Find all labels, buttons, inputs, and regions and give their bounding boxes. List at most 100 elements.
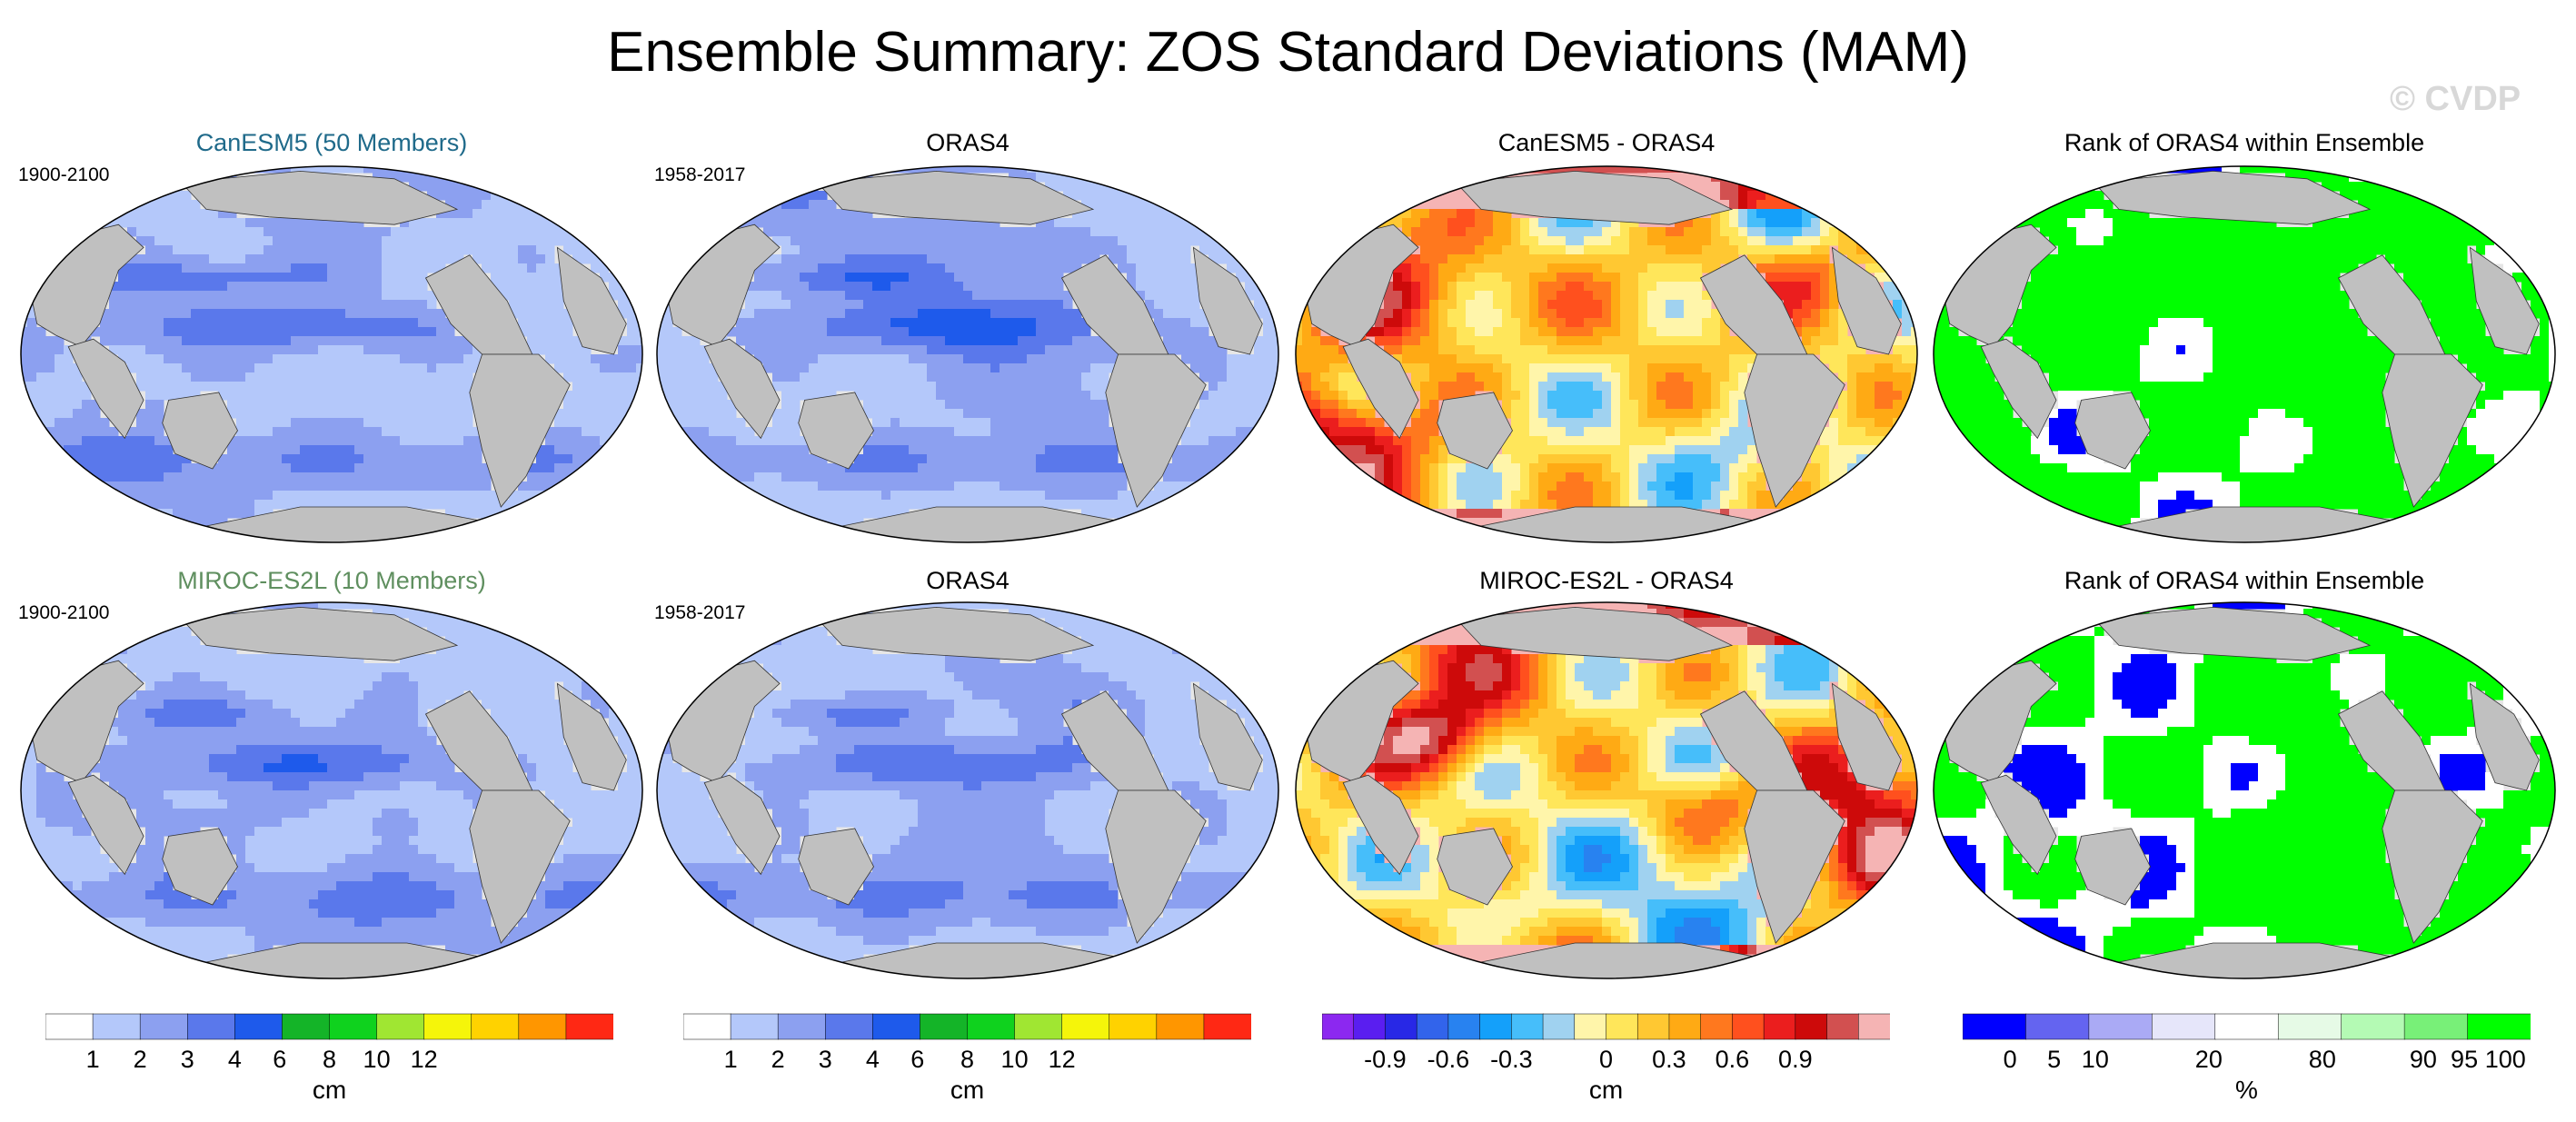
colorbar-swatch (1203, 1013, 1251, 1040)
colorbar-units: cm (1588, 1076, 1624, 1104)
colorbar-swatch (282, 1013, 331, 1040)
colorbar-swatch (1963, 1013, 2027, 1040)
colorbar-swatch (2467, 1013, 2531, 1040)
land-mass (1437, 828, 1513, 906)
colorbar-tick-label: 12 (1048, 1046, 1076, 1073)
land-mass (2382, 789, 2483, 944)
colorbar-units: cm (950, 1076, 985, 1104)
land-mass (1980, 774, 2057, 876)
colorbar-swatch (1574, 1013, 1607, 1040)
colorbar-tick-label: 4 (227, 1046, 242, 1073)
colorbar-units: % (2235, 1076, 2258, 1104)
colorbar-swatch (234, 1013, 283, 1040)
land-mass (67, 338, 144, 440)
colorbar-swatch (1156, 1013, 1205, 1040)
colorbar-swatch (376, 1013, 425, 1040)
land-mass (1342, 338, 1419, 440)
page-title: Ensemble Summary: ZOS Standard Deviation… (607, 21, 1969, 84)
colorbar-swatch (825, 1013, 874, 1040)
colorbar-tick-label: 12 (410, 1046, 438, 1073)
colorbar-tick-label: -0.6 (1427, 1046, 1470, 1073)
land-mass (2382, 353, 2483, 508)
colorbar-swatch (2214, 1013, 2279, 1040)
std-colorbar-2 (683, 1013, 1251, 1040)
land-mass (180, 606, 459, 661)
colorbar-swatch (518, 1013, 567, 1040)
colorbar-tick-label: 8 (960, 1046, 975, 1073)
cvdp-watermark: © CVDP (2390, 80, 2521, 118)
map-outline (20, 165, 643, 543)
panel-title-1-3: Rank of ORAS4 within Ensemble (2064, 567, 2425, 594)
land-mass (703, 774, 781, 876)
map-panel-1-1 (656, 601, 1279, 979)
map-panel-1-3 (1933, 601, 2556, 979)
colorbar-swatch (45, 1013, 94, 1040)
map-outline (20, 601, 643, 979)
colorbar-tick-label: 4 (865, 1046, 880, 1073)
land-mass (2093, 606, 2372, 661)
colorbar-swatch (2152, 1013, 2216, 1040)
colorbar-swatch (1061, 1013, 1110, 1040)
colorbar-swatch (471, 1013, 520, 1040)
panel-period-0-1: 1958-2017 (654, 164, 746, 185)
colorbar-swatch (2025, 1013, 2090, 1040)
land-mass (2469, 246, 2540, 355)
land-mass (1105, 789, 1207, 944)
panel-period-1-1: 1958-2017 (654, 602, 746, 623)
rank-colorbar (1963, 1013, 2531, 1040)
ocean-field (1296, 166, 1917, 542)
colorbar-swatch (1542, 1013, 1576, 1040)
land-mass (1831, 682, 1902, 791)
colorbar-swatch (920, 1013, 969, 1040)
colorbar-tick-label: 10 (363, 1046, 391, 1073)
land-mass (2074, 828, 2151, 906)
map-panel-0-1 (656, 165, 1279, 543)
colorbar-swatch (2403, 1013, 2469, 1040)
land-mass (1437, 392, 1513, 470)
colorbar-tick-label: 0 (1598, 1046, 1614, 1073)
colorbar-swatch (2341, 1013, 2405, 1040)
colorbar-swatch (1353, 1013, 1387, 1040)
std-colorbar-1 (45, 1013, 613, 1040)
colorbar-swatch (1447, 1013, 1481, 1040)
panel-title-0-0: CanESM5 (50 Members) (195, 129, 468, 156)
map-outline (656, 601, 1279, 979)
map-panel-1-2 (1295, 601, 1918, 979)
panel-title-1-2: MIROC-ES2L - ORAS4 (1479, 567, 1734, 594)
colorbar-swatch (730, 1013, 779, 1040)
land-mass (1342, 774, 1419, 876)
map-outline (1933, 165, 2556, 543)
panel-title-0-3: Rank of ORAS4 within Ensemble (2064, 129, 2425, 156)
land-mass (67, 774, 144, 876)
colorbar-swatch (1109, 1013, 1158, 1040)
map-panel-0-3 (1933, 165, 2556, 543)
panel-title-0-1: ORAS4 (926, 129, 1010, 156)
colorbar-tick-label: 3 (180, 1046, 194, 1073)
land-mass (703, 338, 781, 440)
colorbar-swatch (1636, 1013, 1670, 1040)
colorbar-tick-label: 1 (723, 1046, 738, 1073)
map-panel-0-2 (1295, 165, 1918, 543)
colorbar-tick-label: -0.9 (1364, 1046, 1407, 1073)
land-mass (469, 353, 571, 508)
colorbar-tick-label: 6 (273, 1046, 287, 1073)
land-mass (556, 682, 627, 791)
colorbar-swatch (1014, 1013, 1063, 1040)
colorbar-swatch (423, 1013, 472, 1040)
colorbar-swatch (1700, 1013, 1734, 1040)
ocean-field (657, 166, 1278, 542)
colorbar-tick-label: 95 (2451, 1046, 2479, 1073)
colorbar-swatch (1763, 1013, 1796, 1040)
land-mass (1744, 353, 1845, 508)
land-mass (1192, 682, 1263, 791)
land-mass (816, 606, 1095, 661)
land-mass (798, 392, 874, 470)
panel-title-1-1: ORAS4 (926, 567, 1010, 594)
land-mass (2074, 392, 2151, 470)
colorbar-swatch (139, 1013, 188, 1040)
colorbar-tick-label: 3 (818, 1046, 832, 1073)
colorbar-tick-label: 10 (2081, 1046, 2109, 1073)
colorbar-swatch (2277, 1013, 2342, 1040)
colorbar-tick-label: 0 (2003, 1046, 2017, 1073)
land-mass (1192, 246, 1263, 355)
